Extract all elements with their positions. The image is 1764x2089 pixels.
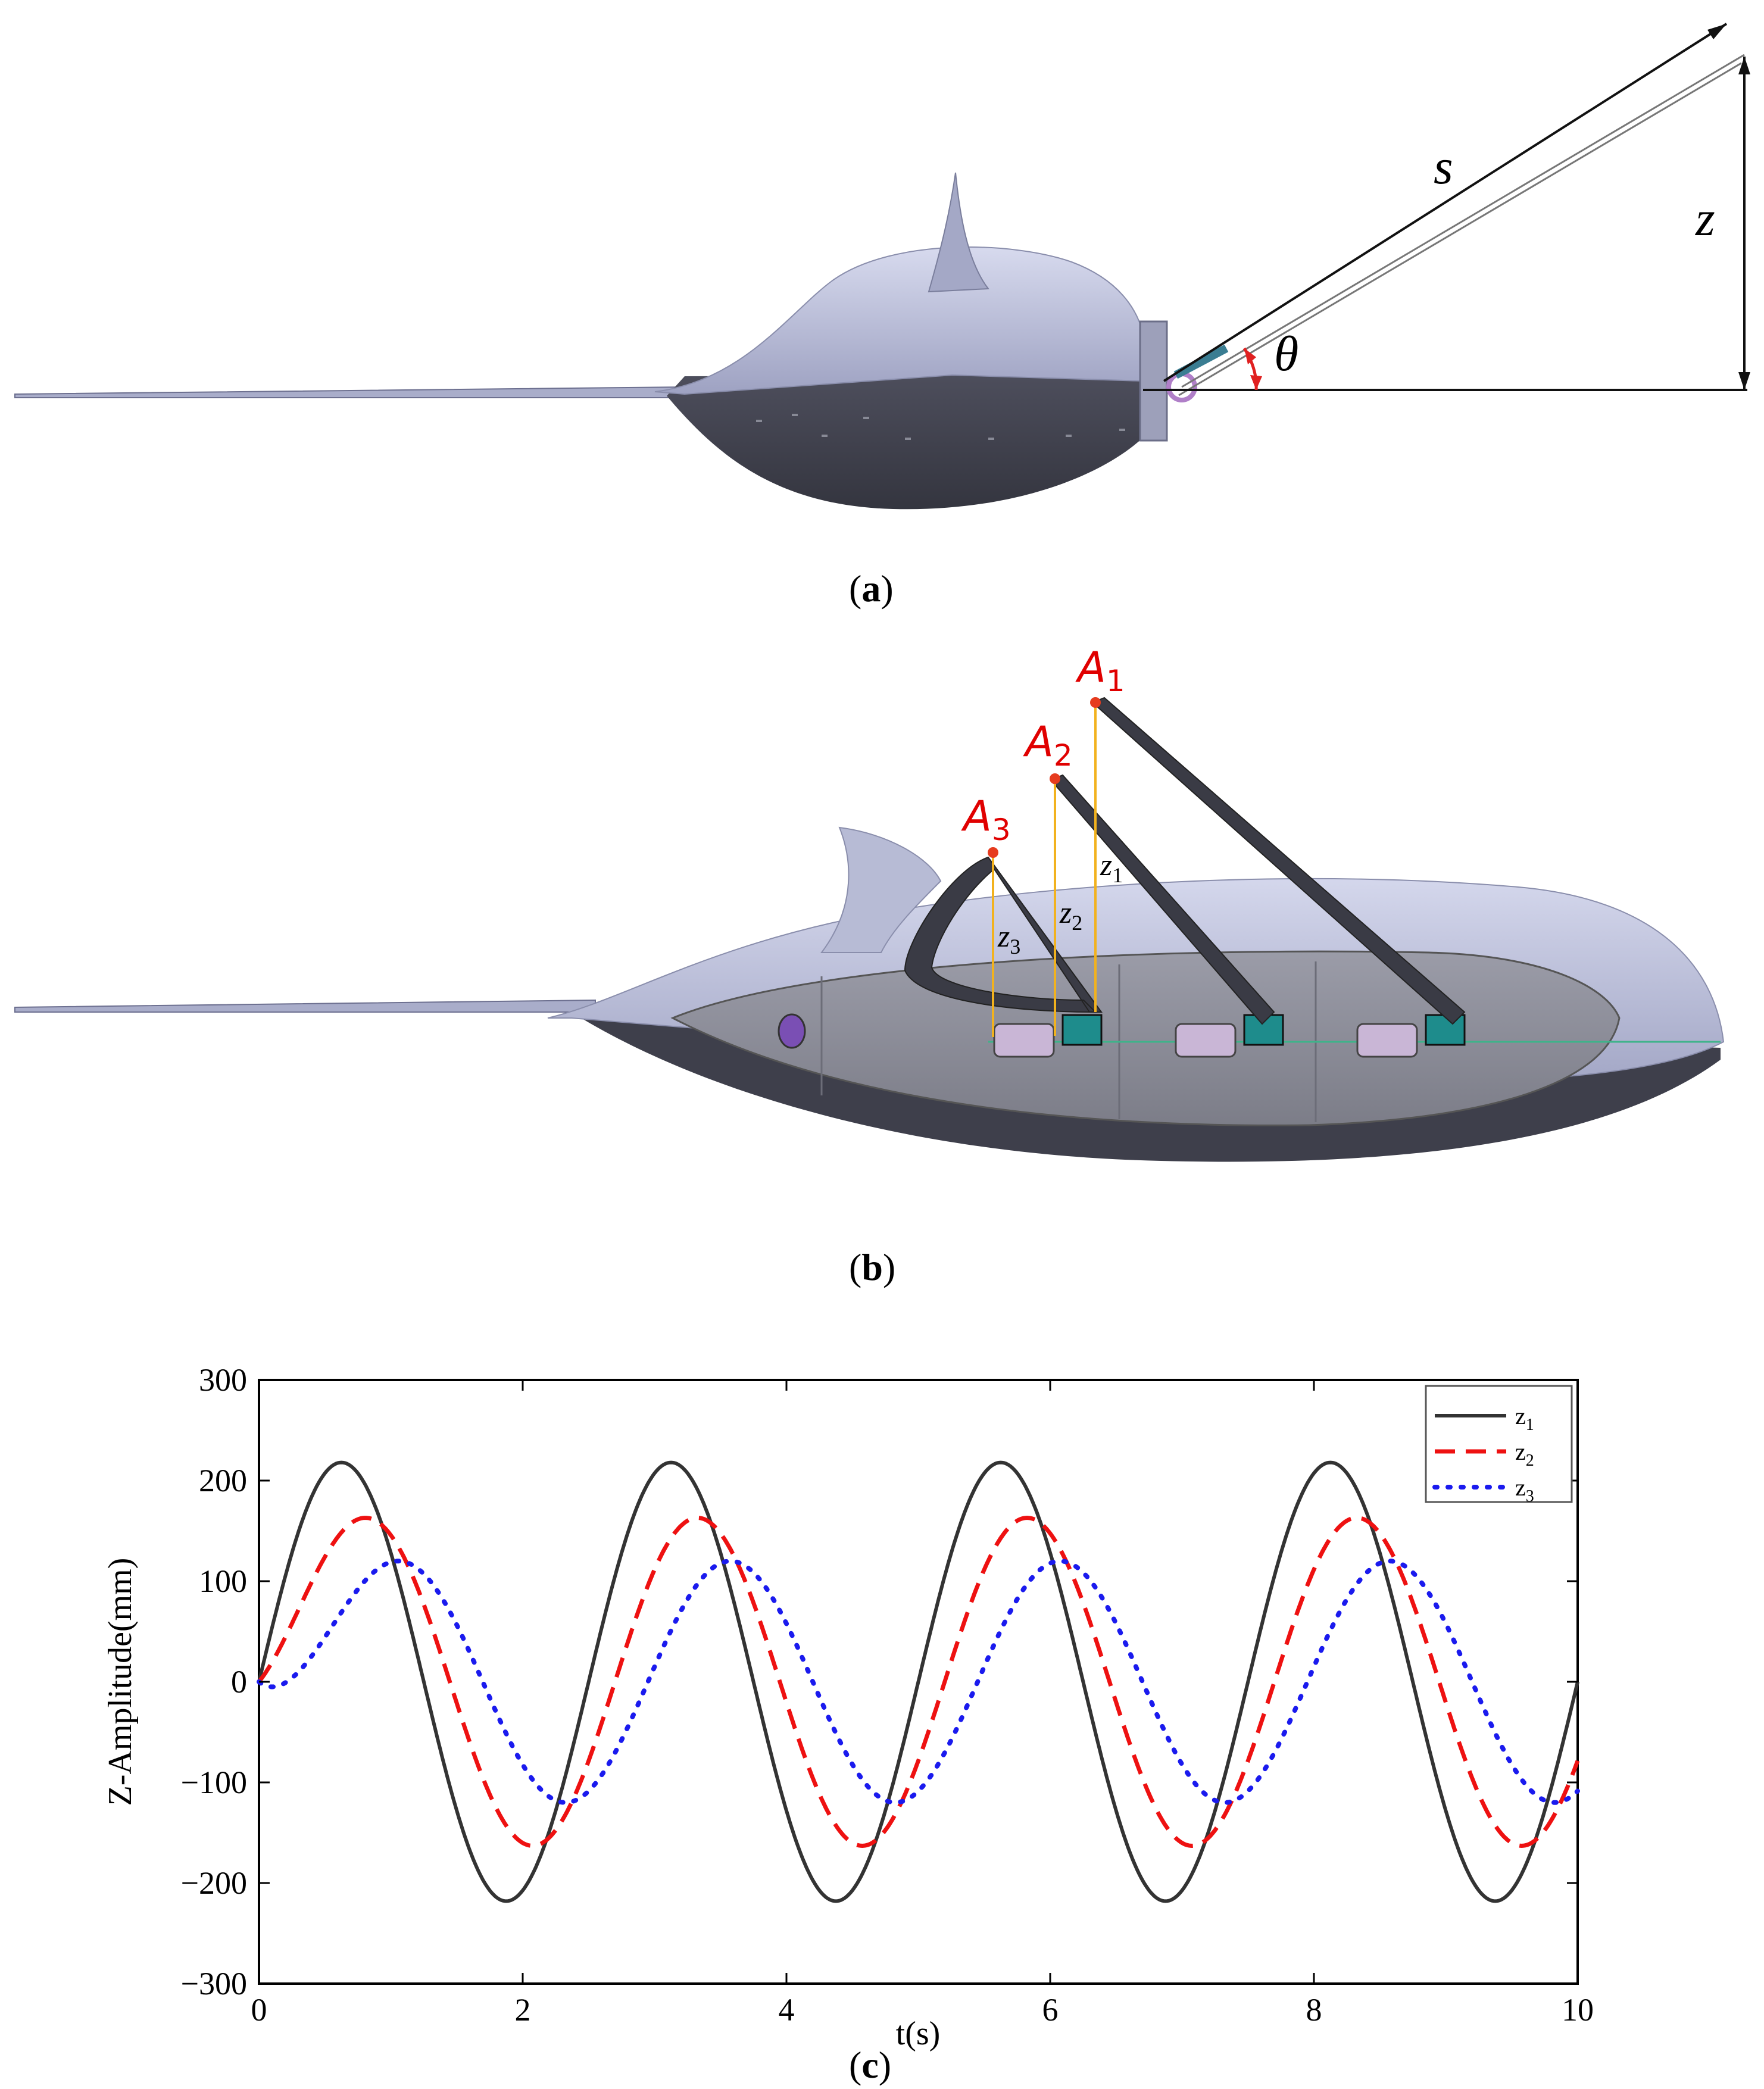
panel-a: s z θ (a) <box>0 0 1764 631</box>
marker-points <box>988 697 1101 858</box>
s-line-inner-2 <box>1178 62 1742 396</box>
series-line-z2 <box>257 1515 1580 1848</box>
manta-tail-b <box>14 999 596 1013</box>
x-tick-label: 2 <box>515 1992 531 2028</box>
theta-arrow-bottom <box>1250 375 1262 390</box>
label-z: z <box>1695 191 1715 246</box>
height-lines <box>992 702 1097 1037</box>
y-tick-label: 100 <box>199 1563 247 1599</box>
manta-tail <box>14 386 685 398</box>
series-line-z3 <box>257 1559 1580 1805</box>
fin-rod <box>1173 344 1229 379</box>
y-tick-label: −300 <box>181 1966 247 2001</box>
panel-c: 0 2 4 6 8 10 300 200 100 0 −100 −200 −300 z1 z2 z3 t(s… <box>0 1310 1764 2089</box>
panel-b-figure: A1 A2 A3 z1 z2 z3 (b) <box>14 643 1725 1288</box>
caption-c: (c) <box>849 2044 891 2086</box>
x-tick-label: 4 <box>779 1992 795 2028</box>
label-A2: A2 <box>1023 717 1073 773</box>
z-arrow-top <box>1738 57 1750 74</box>
theta-arrow-top <box>1244 348 1256 364</box>
y-tick-label: −100 <box>181 1765 247 1800</box>
label-s: s <box>1434 139 1453 195</box>
panel-c-chart: 0 2 4 6 8 10 300 200 100 0 −100 −200 −300 z1 z2 z3 t(s… <box>102 1362 1594 2086</box>
x-tick-label: 6 <box>1042 1992 1059 2028</box>
caption-b: (b) <box>849 1246 895 1288</box>
label-z3: z3 <box>997 920 1020 958</box>
tick-group: 0 2 4 6 8 10 300 200 100 0 −100 −200 −300 <box>181 1362 1594 2028</box>
x-tick-label: 0 <box>251 1992 267 2028</box>
y-tick-label: −200 <box>181 1865 247 1901</box>
hull-dots <box>756 414 1125 440</box>
legend-label-z2: z2 <box>1515 1438 1534 1470</box>
motor-units <box>993 1014 1466 1058</box>
legend-label-z3: z3 <box>1515 1474 1534 1506</box>
manta-body-upper <box>654 246 1144 395</box>
series-line-z1 <box>257 1460 1579 1903</box>
label-z1: z1 <box>1100 848 1123 887</box>
head-joint <box>1139 320 1168 442</box>
dorsal-fin-b <box>820 826 942 953</box>
s-line-inner <box>1181 54 1745 388</box>
s-arrowhead <box>1707 24 1726 39</box>
s-line-outer <box>1163 23 1728 382</box>
label-A3: A3 <box>961 792 1011 847</box>
label-A1: A1 <box>1075 643 1125 698</box>
fin-ray-1 <box>1091 697 1466 1025</box>
panel-b: A1 A2 A3 z1 z2 z3 (b) <box>0 631 1764 1310</box>
y-tick-label: 200 <box>199 1463 247 1498</box>
dorsal-fin <box>928 172 989 293</box>
y-tick-label: 300 <box>199 1362 247 1398</box>
panel-a-figure: s z θ (a) <box>14 23 1750 610</box>
x-tick-label: 10 <box>1562 1992 1594 2028</box>
manta-body-lower <box>667 375 1143 510</box>
y-tick-label: 0 <box>231 1664 247 1700</box>
label-z2: z2 <box>1059 896 1082 935</box>
caption-a: (a) <box>849 567 894 610</box>
legend-label-z1: z1 <box>1515 1403 1534 1434</box>
x-tick-label: 8 <box>1306 1992 1322 2028</box>
series-group <box>257 1460 1580 1903</box>
label-theta: θ <box>1274 326 1298 382</box>
inner-cavity <box>670 950 1621 1126</box>
legend-box <box>1425 1385 1573 1503</box>
legend: z1 z2 z3 <box>1425 1385 1573 1506</box>
tail-drive <box>778 1013 806 1049</box>
x-axis-title: t(s) <box>896 2015 941 2052</box>
z-arrow-bottom <box>1738 372 1750 390</box>
y-axis-title: Z-Amplitude(mm) <box>102 1558 139 1806</box>
